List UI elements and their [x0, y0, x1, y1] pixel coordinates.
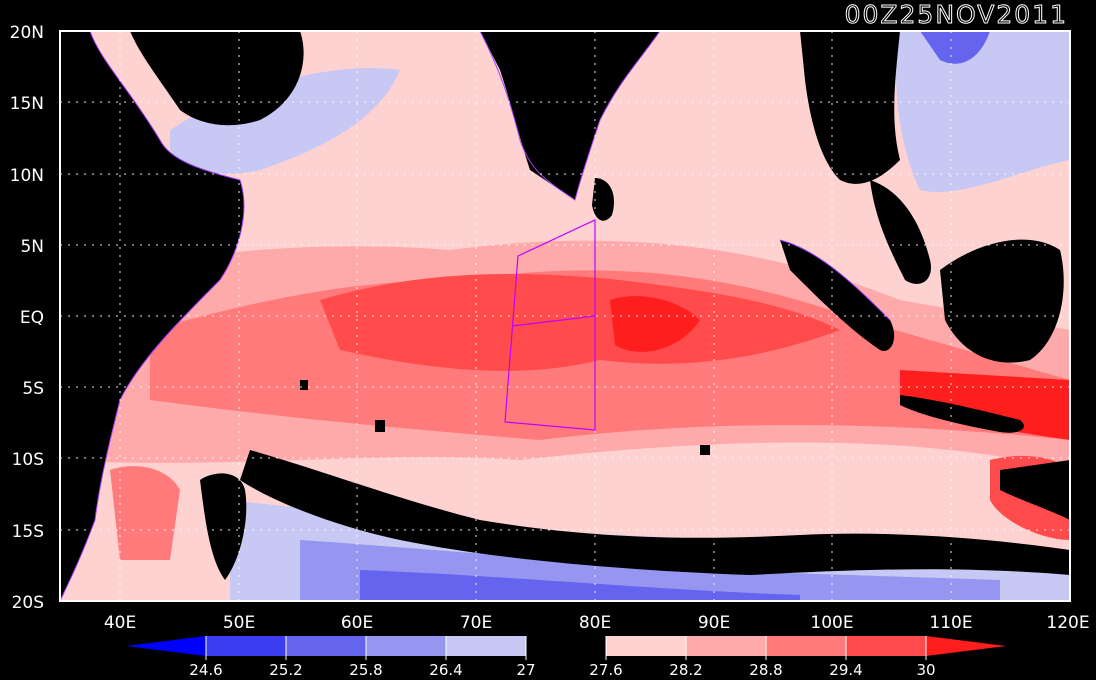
lon-label: 50E	[223, 613, 255, 633]
land-java	[900, 395, 1024, 433]
colorbar-label: 28.8	[749, 661, 782, 679]
land-india	[480, 31, 660, 200]
lat-label: EQ	[20, 308, 44, 328]
colorbar-swatch	[686, 636, 766, 656]
lat-label: 20S	[12, 593, 44, 613]
colorbar-label: 25.2	[269, 661, 302, 679]
colorbar-label: 27	[516, 661, 535, 679]
colorbar-label: 28.2	[669, 661, 702, 679]
lat-label: 10N	[10, 166, 44, 186]
lon-label: 60E	[341, 613, 373, 633]
colorbar-swatch	[526, 636, 606, 656]
grid	[60, 31, 1070, 601]
lon-label: 100E	[810, 613, 853, 633]
colorbar-label: 30	[916, 661, 935, 679]
lon-label: 40E	[104, 613, 136, 633]
lat-labels: 20N 15N 10N 5N EQ 5S 10S 15S 20S	[10, 23, 44, 613]
lon-label: 90E	[698, 613, 730, 633]
region-box	[504, 219, 596, 431]
lon-label: 80E	[579, 613, 611, 633]
colorbar-swatch	[606, 636, 686, 656]
colorbar-label: 27.6	[589, 661, 622, 679]
land-sumatra	[780, 240, 895, 351]
lat-label: 5N	[20, 237, 44, 257]
colorbar-swatch	[846, 636, 926, 656]
colorbar-label: 24.6	[189, 661, 222, 679]
colorbar-label: 26.4	[429, 661, 462, 679]
lat-label: 10S	[12, 450, 44, 470]
land-srilanka	[592, 178, 615, 221]
colorbar-label: 29.4	[829, 661, 862, 679]
colorbar-arrow-low	[126, 636, 206, 656]
lon-label: 120E	[1046, 613, 1089, 633]
colorbar-swatch	[286, 636, 366, 656]
lon-label: 110E	[929, 613, 972, 633]
colorbar-swatch	[366, 636, 446, 656]
lon-labels: 40E 50E 60E 70E 80E 90E 100E 110E 120E	[104, 613, 1090, 633]
land-madagascar	[200, 473, 247, 580]
lat-label: 5S	[22, 379, 44, 399]
lat-label: 15S	[12, 522, 44, 542]
colorbar-label: 25.8	[349, 661, 382, 679]
plot-frame	[59, 30, 1071, 602]
map-title: 00Z25NOV2011	[844, 0, 1068, 30]
lat-label: 15N	[10, 94, 44, 114]
colorbar: 24.6 25.2 25.8 26.4 27 27.6 28.2 28.8 29…	[126, 636, 1006, 679]
land-australia	[1000, 460, 1070, 520]
colorbar-swatch	[766, 636, 846, 656]
colorbar-swatch	[446, 636, 526, 656]
colorbar-arrow-high	[926, 636, 1006, 656]
colorbar-swatch	[206, 636, 286, 656]
lon-label: 70E	[460, 613, 492, 633]
land-borneo	[940, 239, 1064, 363]
lat-label: 20N	[10, 23, 44, 43]
